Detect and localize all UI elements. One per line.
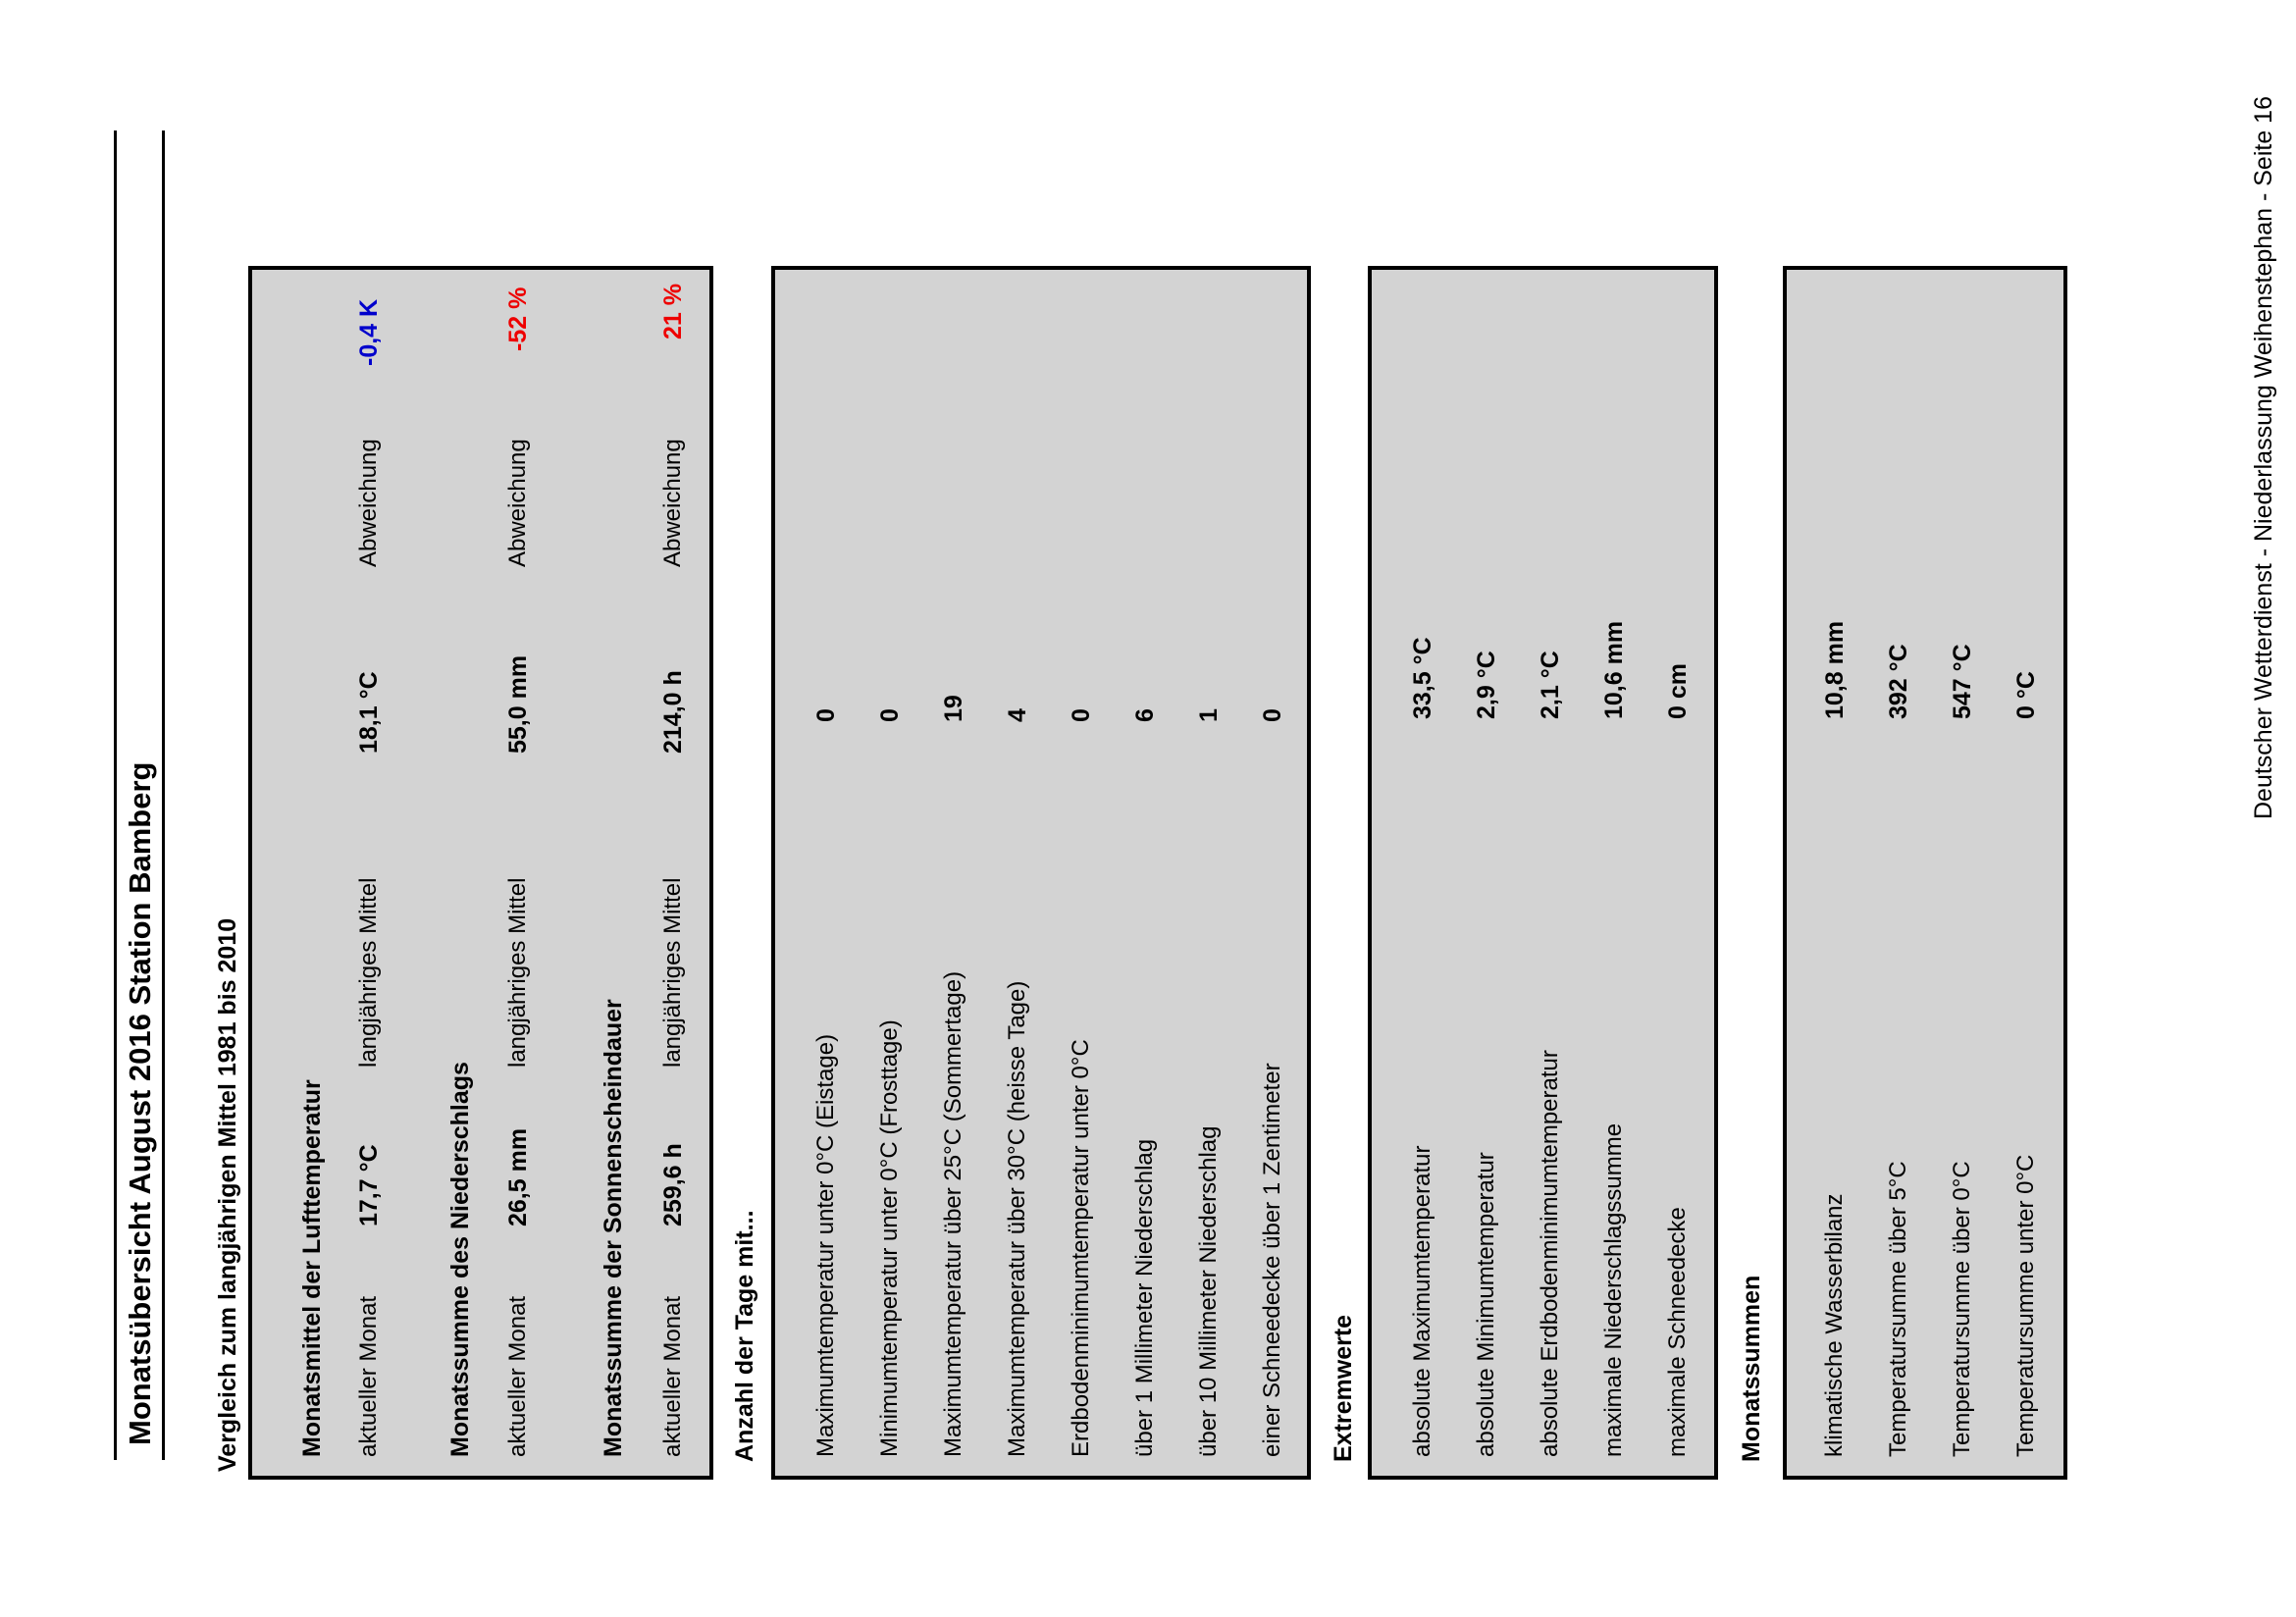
days-row-label: über 10 Millimeter Niederschlag bbox=[1195, 1125, 1222, 1457]
extremes-row-label: maximale Schneedecke bbox=[1664, 1207, 1691, 1457]
days-row-value: 4 bbox=[1004, 708, 1031, 722]
sums-row-value: 10,8 mm bbox=[1821, 620, 1849, 719]
sums-heading: Monatssummen bbox=[1738, 1275, 1765, 1462]
sunshine-heading: Monatssumme der Sonnenscheindauer bbox=[600, 999, 627, 1457]
precipitation-mean-value: 55,0 mm bbox=[504, 654, 532, 754]
temperature-current-value: 17,7 °C bbox=[355, 1144, 383, 1226]
sunshine-current-label: aktueller Monat bbox=[659, 1295, 686, 1457]
sunshine-deviation-label: Abweichung bbox=[659, 439, 686, 567]
days-row-value: 0 bbox=[1068, 708, 1095, 722]
extremes-row-value: 10,6 mm bbox=[1600, 620, 1628, 719]
sums-row-value: 547 °C bbox=[1949, 644, 1976, 719]
page-footer: Deutscher Wetterdienst - Niederlassung W… bbox=[2250, 96, 2277, 819]
days-row-value: 19 bbox=[940, 695, 967, 722]
sunshine-mean-value: 214,0 h bbox=[659, 670, 687, 754]
temperature-mean-value: 18,1 °C bbox=[355, 671, 383, 754]
days-row-value: 1 bbox=[1195, 708, 1223, 722]
extremes-row-value: 33,5 °C bbox=[1409, 637, 1436, 719]
sums-row-label: Temperatursumme unter 0°C bbox=[2012, 1154, 2039, 1457]
sums-row-value: 0 °C bbox=[2012, 671, 2040, 719]
page-title: Monatsübersicht August 2016 Station Bamb… bbox=[123, 761, 157, 1445]
temperature-current-label: aktueller Monat bbox=[355, 1295, 382, 1457]
sums-row-value: 392 °C bbox=[1885, 644, 1912, 719]
days-row-label: Minimumtemperatur unter 0°C (Frosttage) bbox=[876, 1019, 903, 1457]
days-row-label: Erdbodenminimumtemperatur unter 0°C bbox=[1068, 1039, 1094, 1457]
precipitation-deviation-value: -52 % bbox=[504, 287, 532, 351]
extremes-row-value: 2,9 °C bbox=[1473, 651, 1500, 719]
days-row-label: Maximumtemperatur über 30°C (heisse Tage… bbox=[1004, 980, 1030, 1457]
days-row-label: über 1 Millimeter Niederschlag bbox=[1131, 1138, 1158, 1457]
temperature-heading: Monatsmittel der Lufttemperatur bbox=[298, 1079, 326, 1457]
precipitation-deviation-label: Abweichung bbox=[504, 439, 531, 567]
title-rule-top bbox=[114, 130, 117, 1460]
extremes-heading: Extremwerte bbox=[1330, 1314, 1357, 1462]
title-rule-bottom bbox=[162, 130, 165, 1460]
days-row-value: 0 bbox=[876, 708, 904, 722]
temperature-deviation-label: Abweichung bbox=[355, 439, 382, 567]
comparison-heading: Vergleich zum langjährigen Mittel 1981 b… bbox=[214, 917, 241, 1472]
temperature-mean-label: langjähriges Mittel bbox=[355, 877, 382, 1068]
days-row-value: 6 bbox=[1131, 708, 1159, 722]
extremes-row-value: 2,1 °C bbox=[1537, 651, 1564, 719]
days-panel bbox=[771, 266, 1311, 1480]
sums-row-label: Temperatursumme über 0°C bbox=[1949, 1161, 1975, 1457]
extremes-row-label: maximale Niederschlagssumme bbox=[1600, 1122, 1627, 1457]
sunshine-current-value: 259,6 h bbox=[659, 1143, 687, 1226]
sunshine-deviation-value: 21 % bbox=[659, 284, 687, 339]
precipitation-current-value: 26,5 mm bbox=[504, 1127, 532, 1226]
sums-row-label: Temperatursumme über 5°C bbox=[1885, 1161, 1911, 1457]
sunshine-mean-label: langjähriges Mittel bbox=[659, 877, 686, 1068]
extremes-row-label: absolute Maximumtemperatur bbox=[1409, 1145, 1435, 1457]
days-row-value: 0 bbox=[1259, 708, 1286, 722]
days-row-label: Maximumtemperatur über 25°C (Sommertage) bbox=[940, 970, 966, 1457]
precipitation-mean-label: langjähriges Mittel bbox=[504, 877, 531, 1068]
days-row-label: Maximumtemperatur unter 0°C (Eistage) bbox=[812, 1033, 839, 1457]
extremes-row-label: absolute Minimumtemperatur bbox=[1473, 1152, 1499, 1457]
precipitation-current-label: aktueller Monat bbox=[504, 1295, 531, 1457]
sums-row-label: klimatische Wasserbilanz bbox=[1821, 1193, 1848, 1457]
precipitation-heading: Monatssumme des Niederschlags bbox=[446, 1062, 474, 1457]
temperature-deviation-value: -0,4 K bbox=[355, 298, 383, 366]
extremes-row-value: 0 cm bbox=[1664, 663, 1692, 719]
days-row-label: einer Schneedecke über 1 Zentimeter bbox=[1259, 1063, 1285, 1457]
extremes-row-label: absolute Erdbodenminimumtemperatur bbox=[1537, 1050, 1563, 1457]
days-heading: Anzahl der Tage mit... bbox=[731, 1210, 758, 1462]
days-row-value: 0 bbox=[812, 708, 840, 722]
